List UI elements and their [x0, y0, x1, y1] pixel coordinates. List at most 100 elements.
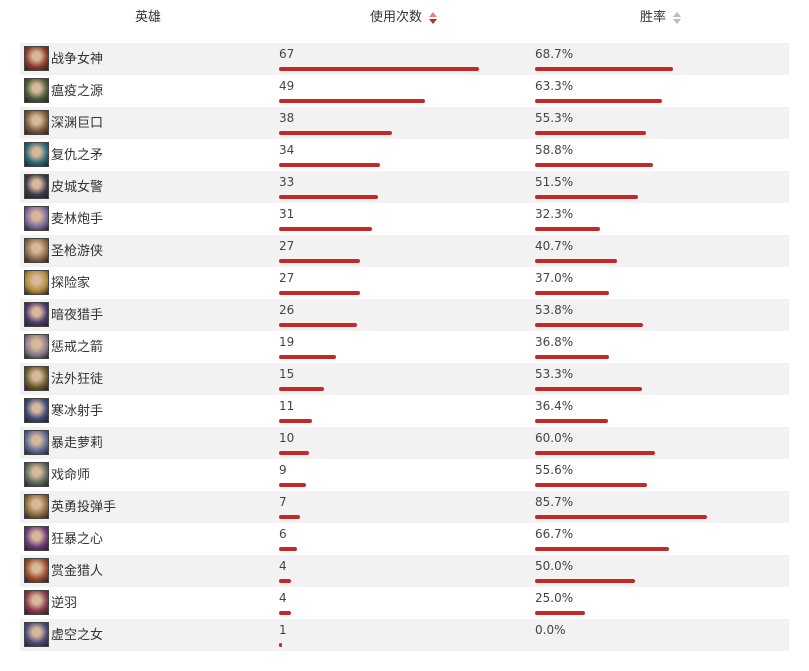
hero-name[interactable]: 虚空之女: [51, 628, 104, 643]
table-row: 赏金猎人 4 50.0%: [20, 555, 789, 587]
hero-name[interactable]: 战争女神: [51, 52, 104, 67]
winrate-bar: [535, 419, 609, 423]
hero-name[interactable]: 皮城女警: [51, 180, 104, 195]
winrate-header-label: 胜率: [640, 10, 667, 25]
table-row: 戏命师 9 55.6%: [20, 459, 789, 491]
hero-name[interactable]: 探险家: [51, 276, 91, 291]
uses-bar: [279, 547, 297, 551]
winrate-value: 85.7%: [535, 495, 574, 509]
table-row: 寒冰射手 11 36.4%: [20, 395, 789, 427]
uses-value: 7: [279, 495, 287, 509]
uses-bar: [279, 163, 381, 167]
hero-avatar[interactable]: [24, 46, 49, 71]
table-row: 暴走萝莉 10 60.0%: [20, 427, 789, 459]
winrate-value: 63.3%: [535, 79, 574, 93]
uses-value: 38: [279, 111, 295, 125]
uses-bar: [279, 195, 378, 199]
uses-bar: [279, 323, 357, 327]
uses-bar: [279, 419, 312, 423]
winrate-value: 58.8%: [535, 143, 574, 157]
hero-avatar[interactable]: [24, 334, 49, 359]
uses-value: 67: [279, 47, 295, 61]
table-row: 瘟疫之源 49 63.3%: [20, 75, 789, 107]
uses-bar: [279, 387, 324, 391]
hero-avatar[interactable]: [24, 270, 49, 295]
hero-column-header: 英雄: [135, 10, 161, 26]
hero-avatar[interactable]: [24, 110, 49, 135]
table-row: 法外狂徒 15 53.3%: [20, 363, 789, 395]
hero-avatar[interactable]: [24, 206, 49, 231]
hero-name[interactable]: 深渊巨口: [51, 116, 104, 131]
winrate-bar: [535, 611, 586, 615]
winrate-bar: [535, 99, 663, 103]
hero-avatar[interactable]: [24, 302, 49, 327]
uses-bar: [279, 227, 372, 231]
winrate-value: 25.0%: [535, 591, 574, 605]
hero-name[interactable]: 麦林炮手: [51, 212, 104, 227]
uses-value: 4: [279, 559, 287, 573]
hero-avatar[interactable]: [24, 238, 49, 263]
hero-name[interactable]: 狂暴之心: [51, 532, 104, 547]
hero-avatar[interactable]: [24, 78, 49, 103]
hero-avatar[interactable]: [24, 142, 49, 167]
hero-name[interactable]: 圣枪游侠: [51, 244, 104, 259]
winrate-value: 66.7%: [535, 527, 574, 541]
uses-value: 49: [279, 79, 295, 93]
winrate-value: 60.0%: [535, 431, 574, 445]
winrate-bar: [535, 387, 642, 391]
winrate-bar: [535, 291, 610, 295]
uses-value: 27: [279, 239, 295, 253]
winrate-value: 53.3%: [535, 367, 574, 381]
uses-value: 9: [279, 463, 287, 477]
hero-name[interactable]: 惩戒之箭: [51, 340, 104, 355]
hero-avatar[interactable]: [24, 366, 49, 391]
hero-name[interactable]: 寒冰射手: [51, 404, 104, 419]
uses-bar: [279, 643, 282, 647]
hero-name[interactable]: 暴走萝莉: [51, 436, 104, 451]
hero-avatar[interactable]: [24, 430, 49, 455]
table-row: 虚空之女 1 0.0%: [20, 619, 789, 651]
winrate-value: 36.4%: [535, 399, 574, 413]
table-row: 惩戒之箭 19 36.8%: [20, 331, 789, 363]
hero-name[interactable]: 复仇之矛: [51, 148, 104, 163]
sort-desc-icon[interactable]: [429, 11, 438, 24]
hero-avatar[interactable]: [24, 558, 49, 583]
hero-name[interactable]: 瘟疫之源: [51, 84, 104, 99]
hero-avatar[interactable]: [24, 494, 49, 519]
sort-icon[interactable]: [673, 11, 682, 24]
winrate-bar: [535, 323, 643, 327]
table-row: 深渊巨口 38 55.3%: [20, 107, 789, 139]
uses-column-header[interactable]: 使用次数: [370, 10, 438, 26]
hero-avatar[interactable]: [24, 526, 49, 551]
hero-avatar[interactable]: [24, 622, 49, 647]
winrate-bar: [535, 163, 653, 167]
winrate-bar: [535, 483, 647, 487]
hero-header-label: 英雄: [135, 10, 162, 25]
uses-bar: [279, 579, 291, 583]
hero-name[interactable]: 逆羽: [51, 596, 78, 611]
uses-value: 6: [279, 527, 287, 541]
winrate-column-header[interactable]: 胜率: [640, 10, 682, 26]
hero-name[interactable]: 戏命师: [51, 468, 91, 483]
hero-name[interactable]: 英勇投弹手: [51, 500, 117, 515]
uses-value: 1: [279, 623, 287, 637]
hero-name[interactable]: 法外狂徒: [51, 372, 104, 387]
hero-avatar[interactable]: [24, 462, 49, 487]
uses-bar: [279, 611, 291, 615]
hero-avatar[interactable]: [24, 398, 49, 423]
uses-bar: [279, 355, 336, 359]
winrate-bar: [535, 67, 673, 71]
hero-name[interactable]: 赏金猎人: [51, 564, 104, 579]
uses-bar: [279, 291, 360, 295]
winrate-value: 53.8%: [535, 303, 574, 317]
uses-bar: [279, 131, 393, 135]
winrate-bar: [535, 451, 656, 455]
hero-avatar[interactable]: [24, 174, 49, 199]
hero-name[interactable]: 暗夜猎手: [51, 308, 104, 323]
table-header: 英雄 使用次数 胜率: [20, 0, 789, 36]
hero-avatar[interactable]: [24, 590, 49, 615]
uses-value: 34: [279, 143, 295, 157]
winrate-value: 55.3%: [535, 111, 574, 125]
uses-bar: [279, 451, 309, 455]
table-row: 战争女神 67 68.7%: [20, 43, 789, 75]
